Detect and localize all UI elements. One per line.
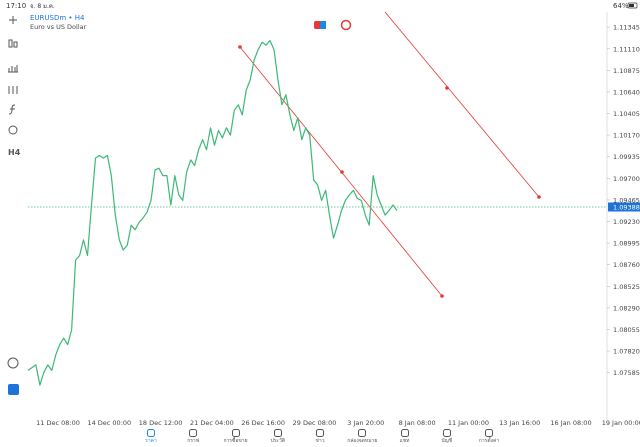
trend-line-2	[384, 11, 541, 199]
nav-label: ข่าว	[315, 438, 325, 444]
volume-tool[interactable]	[8, 65, 18, 73]
y-tick-label: 1.10875	[613, 67, 640, 75]
nav-item[interactable]: ข่าว	[299, 428, 341, 447]
nav-item[interactable]: แชท	[384, 428, 426, 447]
nav-label: ประวัติ	[270, 438, 286, 444]
nav-icon-shape	[273, 429, 282, 437]
y-tick-label: 1.07820	[613, 348, 640, 356]
app-icon[interactable]	[8, 384, 19, 395]
current-price-box	[608, 202, 640, 212]
y-tick-label: 1.09935	[613, 153, 640, 161]
y-tick-label: 1.09465	[613, 196, 640, 204]
nav-label: แชท	[399, 438, 410, 444]
crosshair-tool[interactable]	[9, 16, 17, 24]
y-tick-label: 1.09230	[613, 218, 640, 226]
nav-label: ราคา	[145, 438, 157, 444]
y-tick-label: 1.08525	[613, 283, 640, 291]
current-price-label: 1.09388	[613, 203, 640, 211]
nav-item[interactable]: ประวัติ	[257, 428, 299, 447]
indicators-tool[interactable]	[8, 86, 18, 94]
nav-icon	[316, 429, 324, 437]
x-tick-label: 11 Jan 00:00	[448, 419, 489, 427]
y-tick-label: 1.07585	[613, 369, 640, 377]
function-tool[interactable]	[8, 104, 16, 115]
one-click-toggle[interactable]	[340, 19, 352, 31]
x-tick-label: 19 Jan 00:00	[602, 419, 640, 427]
nav-icon	[189, 429, 198, 437]
nav-item[interactable]: การตั้งค่า	[468, 428, 510, 447]
objects-tool[interactable]	[8, 125, 18, 135]
nav-icon-shape	[147, 429, 155, 437]
nav-icon	[400, 429, 409, 437]
nav-item[interactable]: กราฟ	[172, 428, 214, 447]
status-time: 17:10	[6, 2, 26, 10]
x-tick-label: 11 Dec 08:00	[36, 419, 80, 427]
nav-icon	[442, 429, 451, 437]
x-tick-label: 29 Dec 08:00	[293, 419, 337, 427]
x-tick-label: 3 Jan 20:00	[347, 419, 384, 427]
symbol[interactable]: EURUSDm • H4	[30, 14, 85, 22]
nav-icon-shape	[189, 429, 198, 437]
status-battery: 64%	[613, 2, 629, 10]
nav-item[interactable]: บัญชี	[426, 428, 468, 447]
x-tick-label: 26 Dec 16:00	[241, 419, 285, 427]
nav-label: การตั้งค่า	[478, 438, 500, 444]
x-tick-label: 18 Dec 12:00	[139, 419, 183, 427]
nav-icon	[273, 429, 282, 437]
nav-icon-shape	[316, 429, 324, 437]
nav-icon-shape	[442, 429, 451, 437]
battery-icon	[627, 2, 638, 9]
nav-icon-shape	[485, 429, 493, 437]
y-tick-label: 1.10405	[613, 110, 640, 118]
y-tick-label: 1.08760	[613, 261, 640, 269]
nav-icon-shape	[358, 429, 367, 437]
nav-icon	[147, 429, 155, 437]
nav-label: กล่องจดหมาย	[347, 438, 378, 444]
y-tick-label: 1.08290	[613, 304, 640, 312]
x-tick-label: 16 Jan 08:00	[550, 419, 591, 427]
left-toolbar	[7, 16, 19, 369]
x-tick-label: 13 Jan 16:00	[499, 419, 540, 427]
nav-icon-shape	[231, 429, 240, 437]
y-tick-label: 1.11110	[613, 45, 640, 53]
nav-item[interactable]: การซื้อขาย	[215, 428, 257, 447]
bottom-nav: ราคา กราฟ การซื้อขาย ประวัติ ข่าว กล่องจดหมาย…	[130, 428, 510, 447]
gauge-tool[interactable]	[7, 357, 19, 369]
nav-icon	[485, 429, 493, 437]
chart: 17:10 จ. 8 ม.ค. 64% EURUSDm • H4 Euro vs…	[6, 2, 640, 427]
x-tick-label: 8 Jan 08:00	[399, 419, 436, 427]
chart-type-tool[interactable]	[8, 39, 13, 48]
battery-level	[629, 4, 634, 7]
nav-icon-shape	[400, 429, 409, 437]
y-tick-label: 1.10170	[613, 132, 640, 140]
timeframe[interactable]: H4	[8, 148, 21, 157]
symbol-description: Euro vs US Dollar	[30, 23, 87, 31]
nav-icon	[358, 429, 367, 437]
y-tick-label: 1.09700	[613, 175, 640, 183]
price-line	[27, 39, 398, 386]
x-tick-label: 21 Dec 04:00	[190, 419, 234, 427]
nav-label: การซื้อขาย	[223, 438, 248, 444]
nav-item[interactable]: ราคา	[130, 428, 172, 447]
y-tick-label: 1.08055	[613, 326, 640, 334]
status-date: จ. 8 ม.ค.	[30, 3, 55, 10]
nav-icon	[231, 429, 240, 437]
x-tick-label: 14 Dec 00:00	[87, 419, 131, 427]
nav-label: บัญชี	[441, 438, 453, 444]
trade-button-buy[interactable]	[320, 21, 326, 29]
y-tick-label: 1.08995	[613, 240, 640, 248]
y-tick-label: 1.11345	[613, 24, 640, 32]
y-tick-label: 1.10640	[613, 88, 640, 96]
nav-item[interactable]: กล่องจดหมาย	[341, 428, 383, 447]
trend-line-1	[238, 45, 444, 298]
nav-label: กราฟ	[187, 438, 200, 444]
